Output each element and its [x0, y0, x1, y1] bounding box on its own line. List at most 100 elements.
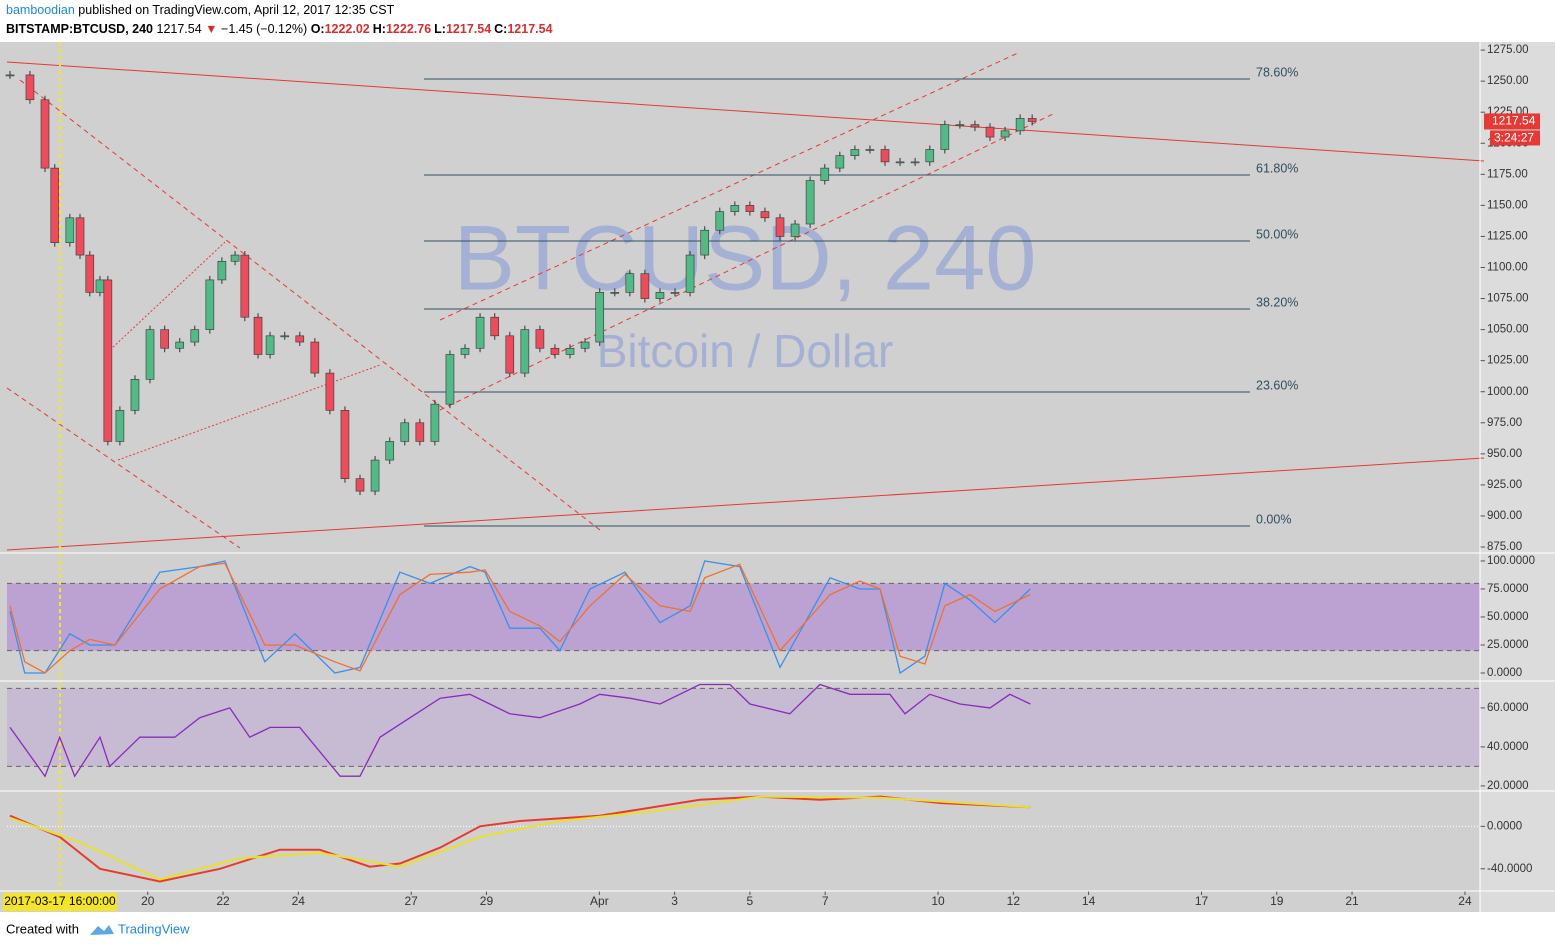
y-tick-label: 100.0000 — [1487, 555, 1535, 567]
x-tick-label: 29 — [480, 894, 494, 908]
candle — [460, 347, 470, 355]
candle — [310, 341, 320, 374]
x-tick-label: 7 — [822, 894, 829, 908]
candle — [205, 279, 215, 330]
y-tick-label: 20.0000 — [1487, 780, 1529, 792]
candle — [610, 292, 620, 294]
candle — [625, 273, 635, 293]
ohlc-value: 1222.02 — [324, 22, 370, 36]
y-tick-label: 1075.00 — [1487, 293, 1529, 305]
y-tick-label: 40.0000 — [1487, 741, 1529, 753]
candle — [65, 217, 75, 243]
candle — [670, 292, 680, 294]
publish-line: bamboodian published on TradingView.com,… — [6, 3, 394, 17]
candle — [130, 379, 140, 411]
candle — [145, 329, 155, 380]
y-tick-label: 875.00 — [1487, 541, 1522, 553]
watermark-title: BTCUSD, 240 — [454, 207, 1037, 309]
x-tick-label: 3 — [671, 894, 678, 908]
candle — [970, 124, 980, 128]
axis-bg — [1480, 42, 1555, 912]
footer-brand[interactable]: TradingView — [118, 921, 190, 936]
candle — [280, 335, 290, 338]
candle — [240, 254, 250, 318]
candle — [655, 292, 665, 299]
candle — [25, 74, 35, 101]
x-tick-label: 27 — [405, 894, 419, 908]
y-tick-label: 1175.00 — [1487, 168, 1528, 180]
x-tick-label: Apr — [590, 894, 609, 908]
symbol-line: BITSTAMP:BTCUSD, 240 1217.54 ▼ −1.45 (−0… — [6, 22, 556, 36]
x-tick-label: 5 — [747, 894, 754, 908]
candle — [103, 279, 113, 442]
y-tick-label: 0.0000 — [1487, 667, 1522, 679]
y-tick-label: 0.0000 — [1487, 820, 1522, 832]
candle — [790, 223, 800, 237]
y-tick-label: 50.0000 — [1487, 611, 1529, 623]
candle — [217, 260, 227, 281]
candle — [415, 422, 425, 442]
pane-bg — [0, 42, 1555, 912]
author[interactable]: bamboodian — [6, 3, 75, 17]
candle — [580, 341, 590, 349]
band — [7, 688, 1480, 767]
candle — [175, 341, 185, 349]
candle — [880, 149, 890, 163]
watermark-subtitle: Bitcoin / Dollar — [597, 325, 894, 377]
y-tick-label: 1150.00 — [1487, 199, 1528, 211]
price-tag-label: 1217.54 — [1492, 114, 1536, 128]
y-tick-label: 900.00 — [1487, 510, 1522, 522]
y-tick-label: -40.0000 — [1487, 863, 1532, 875]
ohlc-value: 1222.76 — [385, 22, 432, 36]
footer-created: Created with — [6, 921, 79, 936]
candle — [910, 161, 920, 164]
candle — [400, 422, 410, 442]
candle — [865, 149, 875, 151]
candle — [85, 254, 95, 293]
series-line — [9, 683, 1031, 778]
candle — [565, 347, 575, 355]
fib-label: 61.80% — [1256, 161, 1298, 175]
published: published on TradingView.com, April 12, … — [74, 3, 395, 17]
countdown-label: 3:24:27 — [1494, 131, 1534, 145]
candle — [230, 254, 240, 262]
candle — [355, 478, 365, 492]
candle — [40, 99, 50, 169]
last: 1217.54 — [156, 22, 202, 36]
candle — [760, 211, 770, 219]
candle — [370, 459, 380, 492]
x-tick-label: 19 — [1270, 894, 1284, 908]
candle — [550, 347, 560, 355]
candle — [850, 149, 860, 156]
fib-label: 0.00% — [1256, 512, 1291, 526]
y-tick-label: 1000.00 — [1487, 386, 1529, 398]
footer-bg — [0, 912, 1555, 948]
candle — [340, 410, 350, 479]
logo — [90, 925, 114, 935]
x-tick-label: 20 — [141, 894, 155, 908]
candle — [835, 155, 845, 169]
ohlc-key: L: — [434, 22, 446, 36]
candle — [955, 124, 965, 126]
y-tick-label: 1250.00 — [1487, 75, 1529, 87]
fib-label: 38.20% — [1256, 295, 1298, 309]
x-tick-label: 12 — [1007, 894, 1021, 908]
x-tick-label: 24 — [1458, 894, 1472, 908]
candle — [535, 329, 545, 349]
y-tick-label: 60.0000 — [1487, 702, 1529, 714]
candle — [253, 316, 263, 355]
y-tick-label: 950.00 — [1487, 448, 1522, 460]
candle — [1027, 118, 1037, 122]
candle — [160, 329, 169, 349]
candle — [520, 329, 530, 374]
y-tick-label: 1275.00 — [1487, 44, 1529, 56]
x-tick-label: 17 — [1195, 894, 1209, 908]
y-tick-label: 1100.00 — [1487, 262, 1528, 274]
candle — [75, 217, 85, 256]
x-tick-label: 22 — [216, 894, 230, 908]
y-tick-label: 975.00 — [1487, 417, 1522, 429]
series-line — [9, 560, 1031, 675]
candle — [715, 211, 725, 231]
candle — [50, 167, 60, 243]
